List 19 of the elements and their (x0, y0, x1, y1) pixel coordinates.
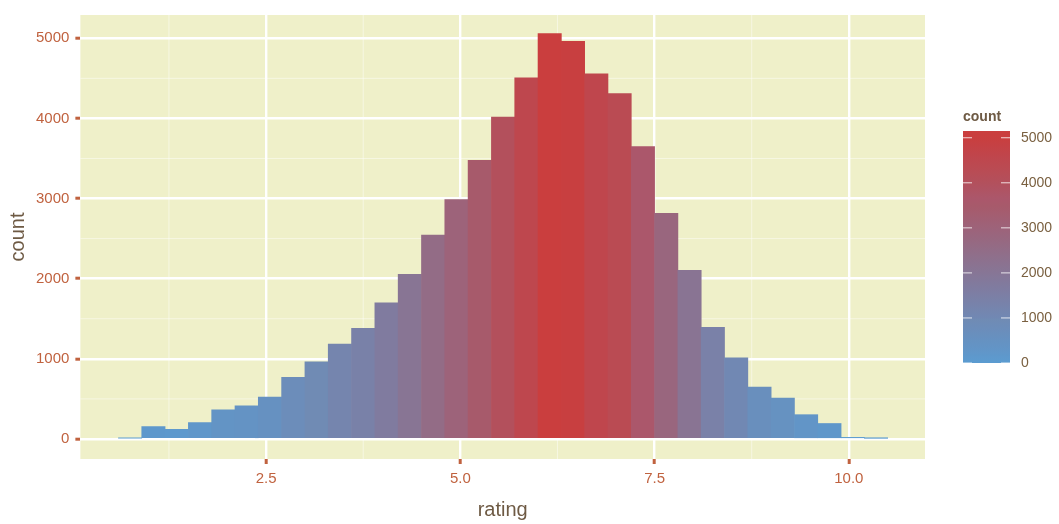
x-tick-label: 5.0 (449, 469, 471, 487)
color-bar-label: 4000 (1021, 173, 1053, 190)
y-tick-label: 2000 (35, 268, 70, 286)
y-tick-label: 3000 (35, 188, 70, 206)
color-bar-label: 3000 (1021, 218, 1053, 235)
y-axis-title: count (5, 212, 28, 262)
color-bar-label: 5000 (1021, 128, 1053, 145)
y-tick-label: 4000 (35, 108, 70, 126)
x-tick-label: 10.0 (834, 469, 864, 487)
y-tick-label: 1000 (35, 348, 70, 366)
x-axis-title: rating (477, 497, 528, 520)
color-bar-label: 2000 (1021, 263, 1053, 280)
x-tick-label: 2.5 (255, 469, 277, 487)
color-bar-label: 1000 (1021, 308, 1053, 325)
color-bar-label: 0 (1021, 353, 1029, 370)
color-bar-title: count (963, 108, 1002, 124)
y-tick-label: 0 (61, 429, 70, 447)
y-tick-label: 5000 (35, 28, 70, 46)
x-tick-label: 7.5 (644, 469, 666, 487)
